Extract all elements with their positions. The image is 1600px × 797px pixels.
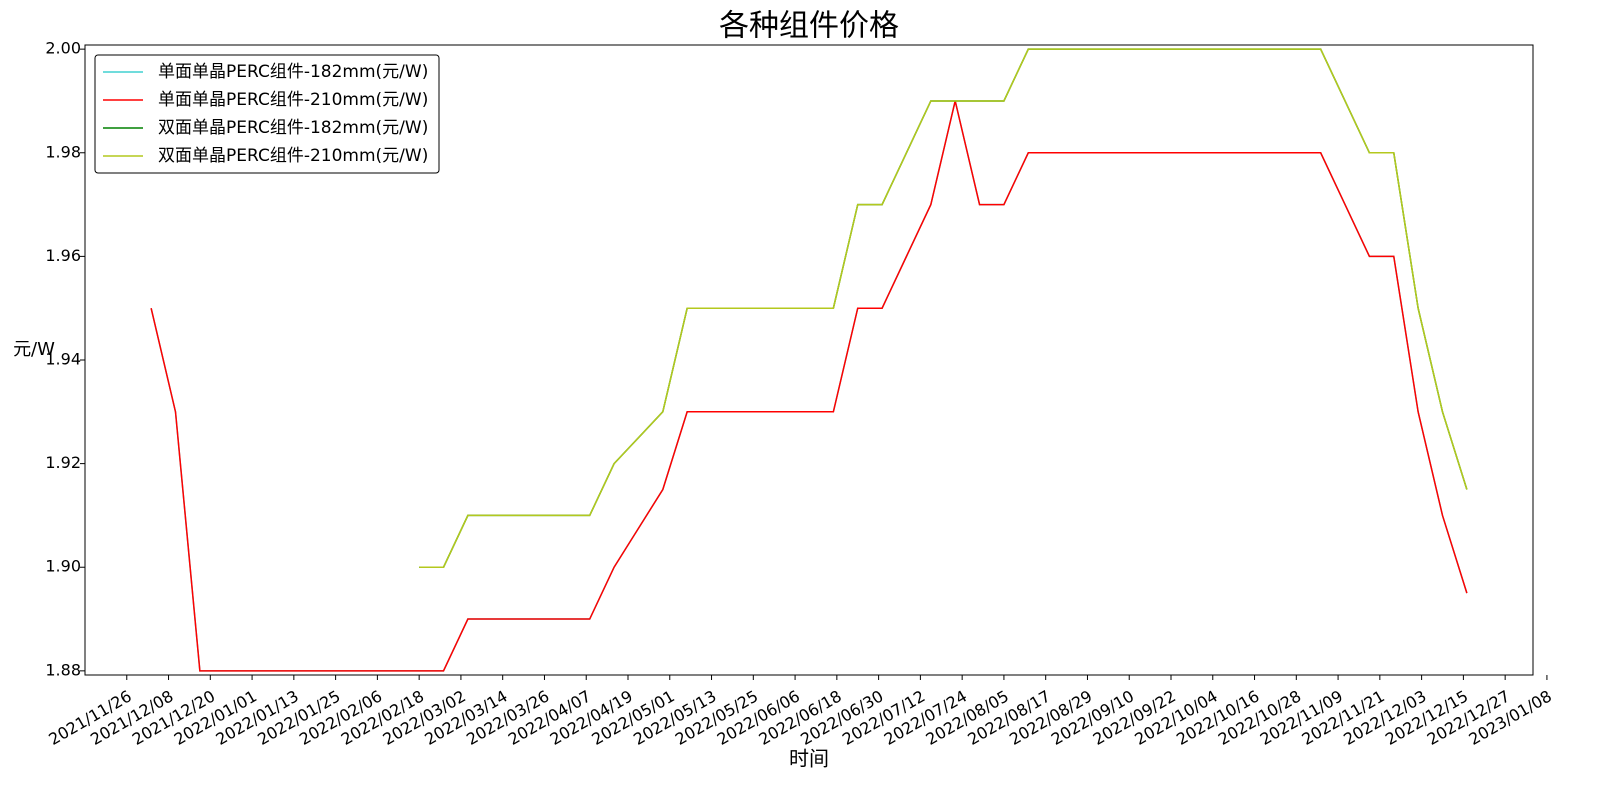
legend-label: 双面单晶PERC组件-210mm(元/W) <box>158 146 428 166</box>
chart-title: 各种组件价格 <box>719 9 899 44</box>
y-tick-label: 1.96 <box>45 246 81 265</box>
x-axis-label: 时间 <box>789 747 829 771</box>
legend-label: 单面单晶PERC组件-210mm(元/W) <box>158 90 428 110</box>
y-tick-label: 1.94 <box>45 350 81 369</box>
y-tick-label: 1.98 <box>45 142 81 161</box>
y-tick-label: 1.90 <box>45 557 81 576</box>
y-tick-label: 2.00 <box>45 39 81 58</box>
legend-label: 双面单晶PERC组件-182mm(元/W) <box>158 118 428 138</box>
series-line <box>150 100 1468 672</box>
legend-box <box>94 54 440 174</box>
series-line <box>419 48 1468 568</box>
y-tick-label: 1.88 <box>45 660 81 679</box>
series-line <box>150 100 1468 672</box>
legend-label: 单面单晶PERC组件-182mm(元/W) <box>158 62 428 82</box>
y-tick-label: 1.92 <box>45 453 81 472</box>
y-axis-label: 元/W <box>13 339 55 360</box>
series-line <box>419 48 1468 568</box>
